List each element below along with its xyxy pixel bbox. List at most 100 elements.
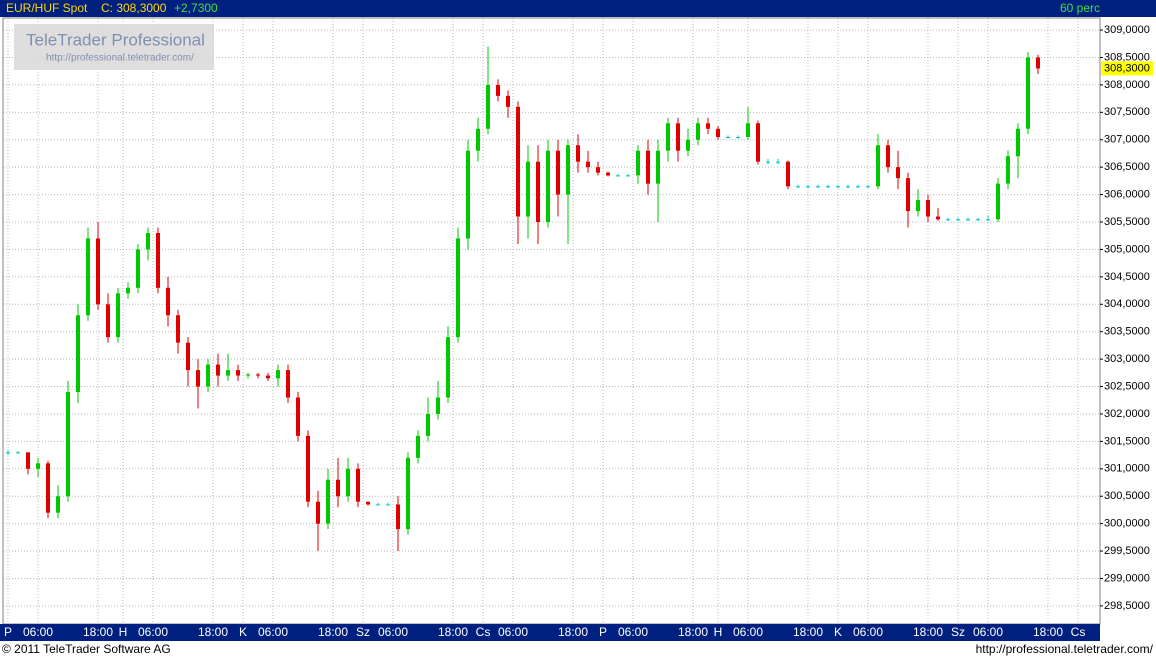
candle-body xyxy=(476,128,480,151)
candle-body xyxy=(486,84,490,129)
candle-body xyxy=(146,232,150,250)
candle-body xyxy=(166,287,170,316)
candle-body xyxy=(386,504,390,506)
change-text: +2,7300 xyxy=(174,1,218,15)
symbol: EUR/HUF Spot xyxy=(6,1,88,15)
candle-body xyxy=(116,293,120,338)
x-tick-label: Cs xyxy=(476,625,491,639)
x-tick-label: 18:00 xyxy=(318,625,348,639)
y-tick-label: 299,0000 xyxy=(1104,572,1150,584)
candle-body xyxy=(226,370,230,376)
candle-body xyxy=(296,397,300,436)
y-tick-label: 301,5000 xyxy=(1104,435,1150,447)
candle-body xyxy=(126,287,130,294)
x-tick-label: 06:00 xyxy=(258,625,288,639)
candle-body xyxy=(986,219,990,221)
y-tick-label: 306,5000 xyxy=(1104,161,1150,173)
candle-body xyxy=(826,186,830,188)
x-tick-label: 06:00 xyxy=(853,625,883,639)
candle-body xyxy=(66,392,70,497)
candle-body xyxy=(196,370,200,387)
candle-body xyxy=(106,304,110,338)
candle-body xyxy=(836,186,840,188)
candle-body xyxy=(256,374,260,376)
candle-body xyxy=(246,374,250,376)
candle-body xyxy=(696,123,700,140)
candle-body xyxy=(596,167,600,173)
candle-body xyxy=(26,452,30,469)
x-tick-label: 18:00 xyxy=(438,625,468,639)
y-tick-label: 303,5000 xyxy=(1104,326,1150,338)
candle-body xyxy=(936,216,940,220)
candle-body xyxy=(426,413,430,436)
x-tick-label: 06:00 xyxy=(498,625,528,639)
candle-body xyxy=(96,238,100,305)
candle-body xyxy=(376,504,380,506)
candle-body xyxy=(6,452,10,454)
candle-body xyxy=(896,167,900,179)
y-tick-label: 308,5000 xyxy=(1104,51,1150,63)
candle-body xyxy=(546,150,550,223)
candle-body xyxy=(736,137,740,139)
x-tick-label: H xyxy=(714,625,723,639)
candle-body xyxy=(676,123,680,151)
candle-body xyxy=(916,200,920,212)
close-text: C: 308,3000 xyxy=(101,1,167,15)
candle-body xyxy=(926,200,930,217)
interval: 60 perc xyxy=(1060,1,1100,15)
x-tick-label: 18:00 xyxy=(678,625,708,639)
x-tick-label: Sz xyxy=(951,625,965,639)
logo-box xyxy=(14,24,214,70)
y-tick-label: 301,0000 xyxy=(1104,463,1150,475)
candle-body xyxy=(556,150,560,195)
candle-body xyxy=(356,468,360,502)
footer-url: http://professional.teletrader.com/ xyxy=(976,642,1154,656)
header-bar xyxy=(0,0,1156,17)
y-tick-label: 305,5000 xyxy=(1104,216,1150,228)
candle-body xyxy=(206,364,210,387)
logo-title: TeleTrader Professional xyxy=(26,30,205,49)
candle-body xyxy=(706,123,710,129)
y-tick-label: 306,0000 xyxy=(1104,188,1150,200)
x-tick-label: 06:00 xyxy=(378,625,408,639)
candle-body xyxy=(726,137,730,139)
candle-body xyxy=(416,435,420,458)
copyright: © 2011 TeleTrader Software AG xyxy=(2,642,171,656)
candle-body xyxy=(16,452,20,454)
x-tick-label: 06:00 xyxy=(973,625,1003,639)
candle-body xyxy=(526,161,530,217)
candle-body xyxy=(976,219,980,221)
y-tick-label: 300,5000 xyxy=(1104,490,1150,502)
x-tick-label: 18:00 xyxy=(1033,625,1063,639)
x-tick-label: Cs xyxy=(1071,625,1086,639)
last-price-label: 308,3000 xyxy=(1104,62,1150,74)
candle-body xyxy=(646,150,650,184)
x-tick-label: K xyxy=(834,625,842,639)
candle-body xyxy=(616,175,620,177)
candle-body xyxy=(536,161,540,223)
x-axis-bar xyxy=(0,624,1100,641)
candle-body xyxy=(36,463,40,469)
candle-body xyxy=(816,186,820,188)
candle-body xyxy=(876,145,880,187)
candle-body xyxy=(56,496,60,513)
y-tick-label: 302,0000 xyxy=(1104,408,1150,420)
last-price-box xyxy=(1101,61,1153,76)
candle-body xyxy=(266,375,270,379)
candle-body xyxy=(656,150,660,184)
candle-body xyxy=(396,504,400,530)
candle-body xyxy=(566,145,570,195)
x-tick-label: P xyxy=(599,625,607,639)
candle-body xyxy=(276,370,280,379)
candle-body xyxy=(46,463,50,513)
candle-body xyxy=(996,183,1000,220)
x-tick-label: 18:00 xyxy=(198,625,228,639)
x-tick-label: 06:00 xyxy=(138,625,168,639)
candle-body xyxy=(496,84,500,96)
candle-body xyxy=(1026,57,1030,129)
candle-body xyxy=(746,123,750,138)
candle-body xyxy=(756,123,760,162)
candle-body xyxy=(866,186,870,188)
